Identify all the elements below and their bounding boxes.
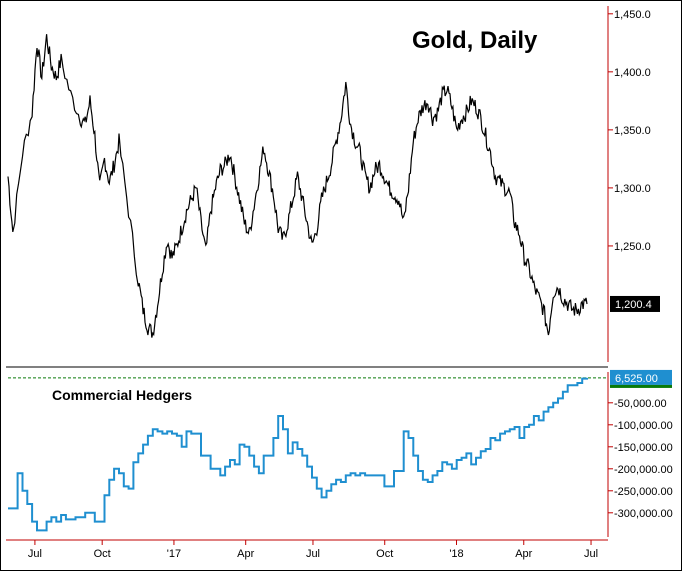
x-axis-ticks: Jul Oct '17 Apr Jul Oct '18 Apr Jul	[28, 540, 598, 560]
price-y-axis-ticks: 1,450.0 1,400.0 1,350.0 1,300.0 1,250.0	[608, 9, 651, 253]
hedgers-last-value-text: 6,525.00	[615, 373, 658, 385]
price-chart-title: Gold, Daily	[412, 27, 538, 54]
price-y-tick-label: 1,350.0	[614, 125, 651, 137]
x-tick-label: '17	[167, 548, 181, 560]
hedgers-y-tick-label: -250,000.00	[614, 486, 673, 498]
hedgers-chart-title: Commercial Hedgers	[52, 387, 192, 403]
x-tick-label: Apr	[515, 548, 532, 560]
price-y-tick-label: 1,450.0	[614, 9, 651, 21]
hedgers-y-tick-label: -200,000.00	[614, 464, 673, 476]
hedgers-y-tick-label: -300,000.00	[614, 508, 673, 520]
last-value-labels: 1,200.4 6,525.00	[610, 295, 672, 388]
price-last-value-badge	[610, 295, 660, 312]
commercial-hedgers-series-line	[8, 377, 588, 532]
hedgers-y-tick-label: -100,000.00	[614, 420, 673, 432]
x-tick-label: Jul	[306, 548, 320, 560]
x-tick-label: Jul	[28, 548, 42, 560]
price-y-tick-label: 1,250.0	[614, 241, 651, 253]
price-y-tick-label: 1,400.0	[614, 67, 651, 79]
gold-price-series-line	[7, 34, 588, 338]
x-tick-label: Oct	[376, 548, 393, 560]
hedgers-last-value-badge	[610, 369, 672, 385]
x-tick-label: '18	[449, 548, 463, 560]
x-tick-label: Apr	[237, 548, 254, 560]
hedgers-y-axis-ticks: -50,000.00 -100,000.00 -150,000.00 -200,000…	[608, 398, 673, 520]
hedgers-last-value-underline	[610, 384, 672, 388]
price-last-value-text: 1,200.4	[615, 299, 652, 311]
hedgers-y-tick-label: -50,000.00	[614, 398, 667, 410]
x-tick-label: Oct	[94, 548, 111, 560]
x-tick-label: Jul	[584, 548, 598, 560]
price-y-tick-label: 1,300.0	[614, 183, 651, 195]
hedgers-y-tick-label: -150,000.00	[614, 442, 673, 454]
